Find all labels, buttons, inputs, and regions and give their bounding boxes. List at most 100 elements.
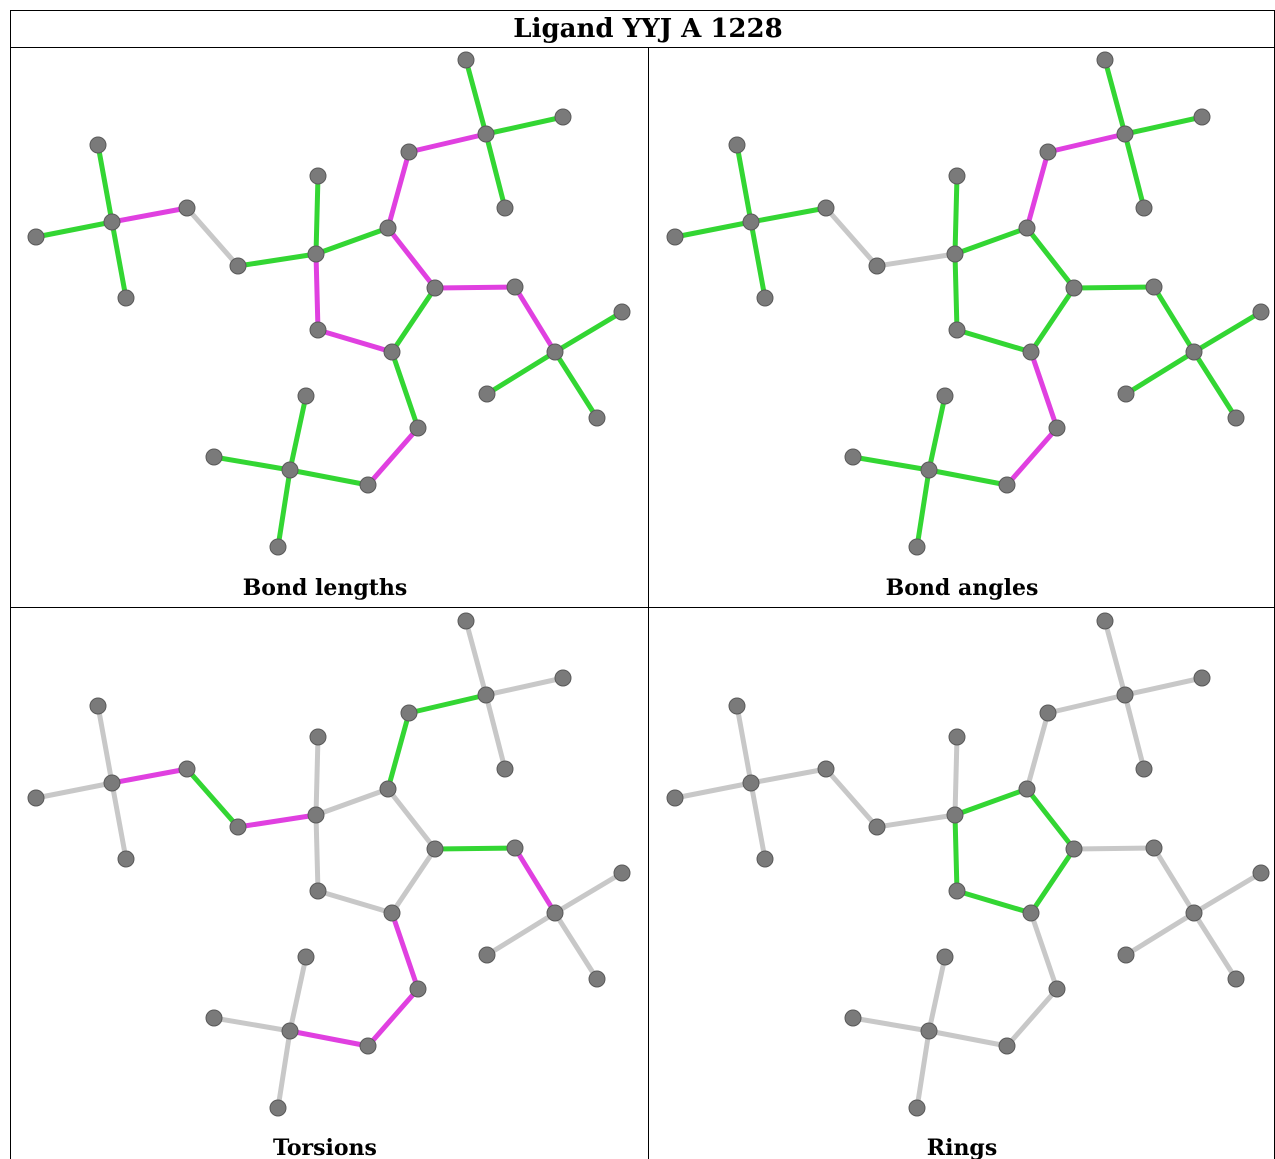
atom [921,462,937,478]
atom [478,126,494,142]
atom [1118,947,1134,963]
bond [929,396,945,470]
atom [360,477,376,493]
atom [479,386,495,402]
bond [751,222,765,298]
bond [36,222,112,237]
bond [675,222,751,237]
bond [1194,352,1236,418]
atom [28,790,44,806]
atom [667,229,683,245]
bond [955,789,1027,815]
bond [112,783,126,859]
atom [360,1038,376,1054]
bond [388,789,435,849]
atom [458,52,474,68]
atom [555,670,571,686]
atom [949,168,965,184]
atom [729,698,745,714]
atom [1097,52,1113,68]
atom [310,729,326,745]
atom [937,388,953,404]
bond [368,428,418,485]
atom [104,775,120,791]
table-title: Ligand YYJ A 1228 [513,14,782,44]
molecule [28,52,630,555]
bond [1048,695,1125,713]
bond [917,1031,929,1108]
atom [270,539,286,555]
bond [929,470,1007,485]
bond [98,145,112,222]
bond [1031,849,1074,913]
molecule [667,52,1269,555]
atom [206,449,222,465]
bond [466,621,486,695]
atom [104,214,120,230]
bond [955,737,957,815]
bond [737,706,751,783]
atom [1253,865,1269,881]
atom [1019,781,1035,797]
bond [1027,152,1048,228]
bond [555,873,622,913]
atom [497,200,513,216]
atom [206,1010,222,1026]
bond [955,228,1027,254]
bond [751,783,765,859]
atom [743,214,759,230]
atom [757,851,773,867]
bond [957,891,1031,913]
atom [1194,670,1210,686]
bond [1027,228,1074,288]
atom [757,290,773,306]
atom [478,687,494,703]
bond [316,789,388,815]
bond [1125,134,1144,208]
atom [507,840,523,856]
atom [118,851,134,867]
atom [1136,200,1152,216]
atom [1023,344,1039,360]
atom [298,388,314,404]
atom [179,761,195,777]
bond [318,891,392,913]
bond [368,989,418,1046]
bond [486,117,563,134]
atom [230,258,246,274]
bond [675,783,751,798]
bond [555,352,597,418]
atom [427,841,443,857]
bond [318,330,392,352]
atom [555,109,571,125]
atom [458,613,474,629]
bond [1194,873,1261,913]
atom [427,280,443,296]
bond [392,849,435,913]
table-border [11,11,1275,1159]
bond [112,208,187,222]
bond [278,1031,290,1108]
bond [853,1018,929,1031]
bond [1031,288,1074,352]
bond [290,1031,368,1046]
bond [1125,695,1144,769]
atom [949,729,965,745]
bond [486,134,505,208]
bond [751,769,826,783]
bond [112,222,126,298]
atom [589,971,605,987]
atom [1146,279,1162,295]
bond [388,713,409,789]
bond [877,815,955,827]
molecule [667,613,1269,1116]
bond [853,457,929,470]
atom [921,1023,937,1039]
atom [1253,304,1269,320]
atom [818,761,834,777]
atom [1066,841,1082,857]
bond [1027,789,1074,849]
bond [487,352,555,394]
bond [316,176,318,254]
atom [118,290,134,306]
